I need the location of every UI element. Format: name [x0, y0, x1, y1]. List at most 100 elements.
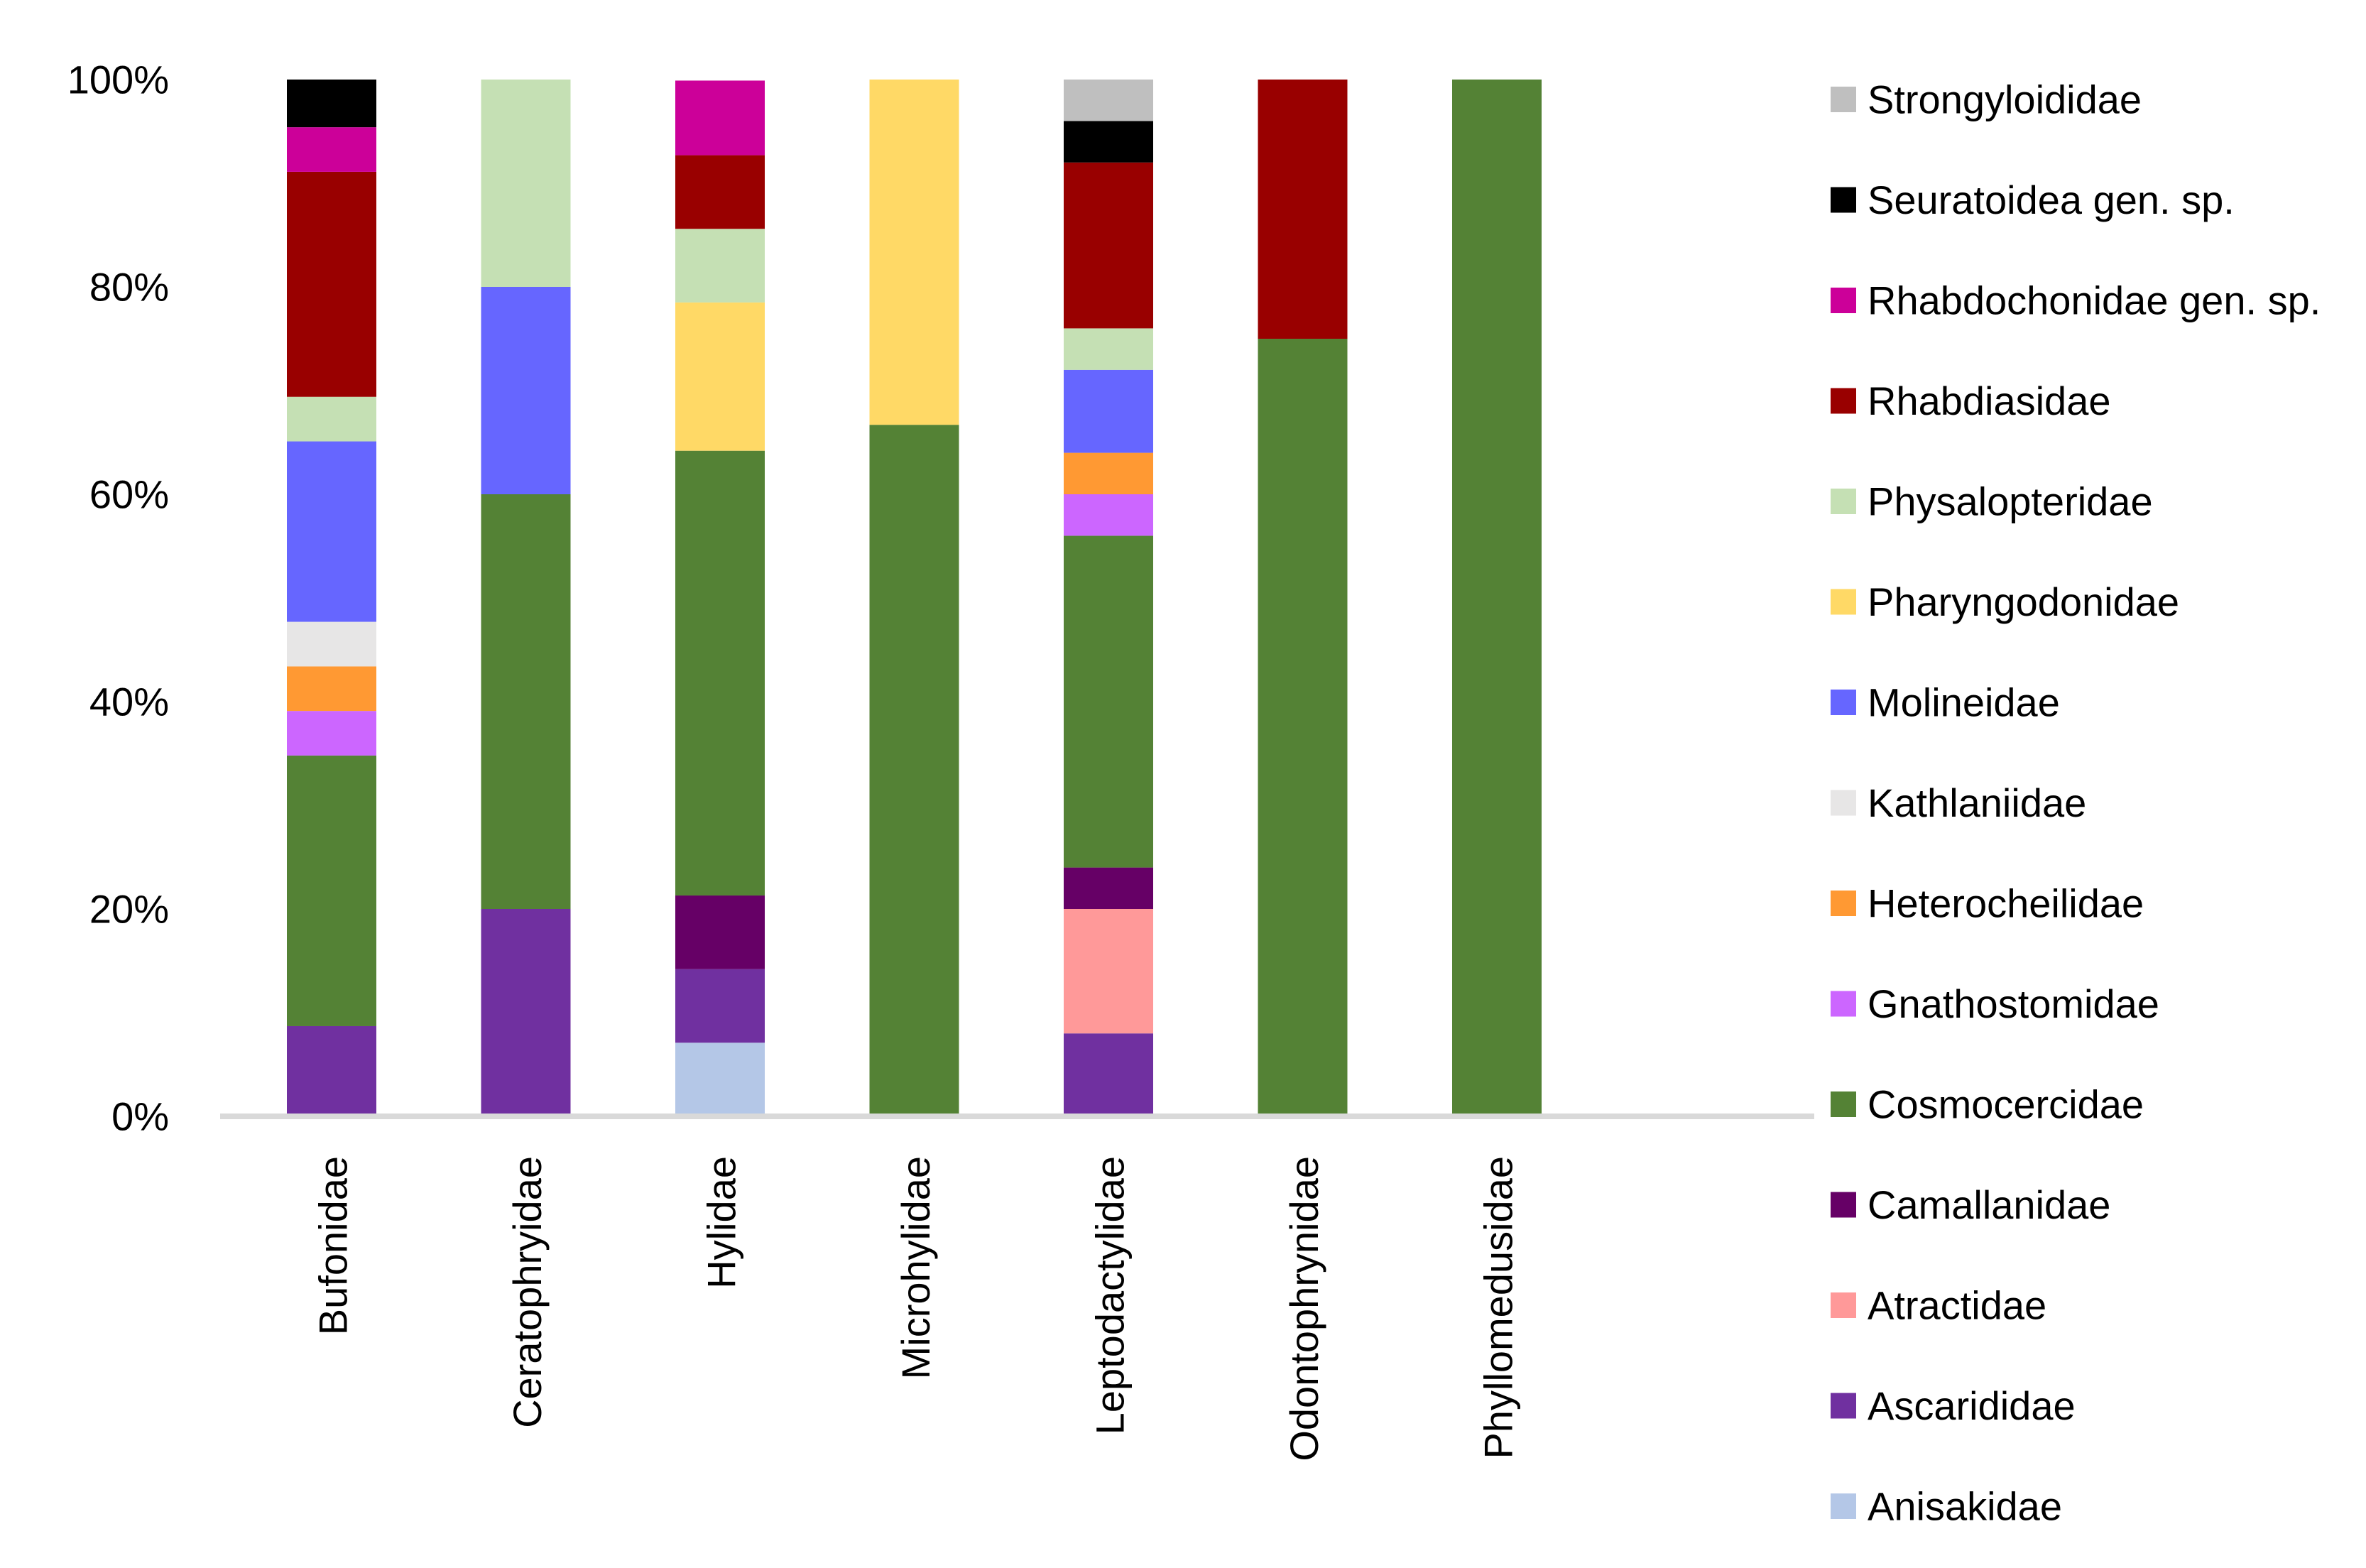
legend-label: Rhabdochonidae gen. sp.	[1868, 278, 2321, 323]
y-tick-label: 40%	[89, 680, 169, 724]
bar-segment-leptodactylidae-physalopteridae	[1064, 328, 1153, 370]
legend-item-heterocheilidae: Heterocheilidae	[1831, 881, 2144, 926]
legend-swatch	[1831, 1393, 1856, 1419]
legend-label: Cosmocercidae	[1868, 1082, 2144, 1127]
bars	[287, 80, 1542, 1116]
x-tick-label: Leptodactylidae	[1088, 1156, 1133, 1434]
bar-segment-leptodactylidae-camallanidae	[1064, 867, 1153, 909]
legend-item-pharyngodonidae: Pharyngodonidae	[1831, 579, 2179, 624]
legend-swatch	[1831, 1292, 1856, 1318]
legend-swatch	[1831, 790, 1856, 816]
y-axis-labels: 0% 20% 40% 60% 80% 100%	[67, 58, 169, 1139]
legend-swatch	[1831, 87, 1856, 112]
x-axis-labels: Bufonidae Ceratophryidae Hylidae Microhylid…	[311, 1156, 1521, 1461]
legend-label: Heterocheilidae	[1868, 881, 2144, 926]
bar-segment-hylidae-ascarididae	[675, 969, 765, 1043]
bar-segment-leptodactylidae-seuratoidea-gen-sp	[1064, 121, 1153, 163]
legend-label: Kathlaniidae	[1868, 780, 2086, 825]
bar-stack-leptodactylidae	[1064, 80, 1153, 1116]
bar-segment-odontophrynidae-rhabdiasidae	[1258, 80, 1348, 339]
y-tick-label: 80%	[89, 265, 169, 310]
legend-item-atractidae: Atractidae	[1831, 1283, 2046, 1328]
bar-stack-odontophrynidae	[1258, 80, 1348, 1116]
y-tick-label: 20%	[89, 887, 169, 932]
bar-segment-ceratophryidae-ascarididae	[481, 909, 571, 1116]
legend-swatch	[1831, 690, 1856, 715]
legend-label: Anisakidae	[1868, 1484, 2062, 1529]
bar-segment-leptodactylidae-atractidae	[1064, 909, 1153, 1034]
bar-segment-bufonidae-physalopteridae	[287, 396, 376, 442]
y-tick-label: 100%	[67, 58, 169, 102]
x-tick-label: Hylidae	[699, 1156, 744, 1289]
legend-item-cosmocercidae: Cosmocercidae	[1831, 1082, 2144, 1127]
legend-swatch	[1831, 489, 1856, 514]
bar-segment-odontophrynidae-cosmocercidae	[1258, 339, 1348, 1116]
legend-label: Strongyloididae	[1868, 77, 2142, 122]
legend-label: Atractidae	[1868, 1283, 2046, 1328]
bar-segment-ceratophryidae-physalopteridae	[481, 80, 571, 287]
bar-segment-ceratophryidae-molineidae	[481, 287, 571, 494]
legend-swatch	[1831, 1192, 1856, 1218]
bar-segment-bufonidae-ascarididae	[287, 1025, 376, 1116]
bar-segment-bufonidae-rhabdiasidae	[287, 171, 376, 397]
bar-segment-hylidae-pharyngodonidae	[675, 302, 765, 451]
y-tick-label: 60%	[89, 472, 169, 517]
bar-segment-bufonidae-kathlaniidae	[287, 621, 376, 667]
bar-segment-phyllomedusidae-cosmocercidae	[1452, 80, 1542, 1116]
bar-segment-bufonidae-rhabdochonidae-gen-sp	[287, 127, 376, 172]
legend-label: Seuratoidea gen. sp.	[1868, 178, 2235, 222]
bar-segment-ceratophryidae-cosmocercidae	[481, 494, 571, 909]
y-tick-label: 0%	[111, 1094, 169, 1139]
bar-segment-bufonidae-cosmocercidae	[287, 755, 376, 1026]
legend-label: Gnathostomidae	[1868, 981, 2159, 1026]
legend-swatch	[1831, 991, 1856, 1017]
x-tick-label: Bufonidae	[311, 1156, 356, 1335]
legend-item-rhabdochonidae-gen-sp: Rhabdochonidae gen. sp.	[1831, 278, 2321, 323]
legend: Strongyloididae Seuratoidea gen. sp. Rhabd…	[1831, 77, 2321, 1529]
bar-segment-hylidae-rhabdiasidae	[675, 155, 765, 229]
legend-label: Pharyngodonidae	[1868, 579, 2179, 624]
legend-swatch	[1831, 288, 1856, 313]
legend-swatch	[1831, 589, 1856, 615]
bar-segment-leptodactylidae-ascarididae	[1064, 1033, 1153, 1116]
bar-segment-leptodactylidae-gnathostomidae	[1064, 494, 1153, 536]
bar-segment-hylidae-rhabdochonidae-gen-sp	[675, 80, 765, 156]
legend-item-gnathostomidae: Gnathostomidae	[1831, 981, 2159, 1026]
legend-swatch	[1831, 891, 1856, 916]
bar-stack-microhylidae	[869, 80, 959, 1116]
bar-segment-bufonidae-seuratoidea-gen-sp	[287, 80, 376, 128]
legend-item-seuratoidea-gen-sp: Seuratoidea gen. sp.	[1831, 178, 2235, 222]
bar-segment-hylidae-cosmocercidae	[675, 450, 765, 896]
legend-label: Ascarididae	[1868, 1383, 2076, 1428]
bar-segment-leptodactylidae-molineidae	[1064, 369, 1153, 453]
bar-segment-leptodactylidae-cosmocercidae	[1064, 535, 1153, 868]
legend-label: Molineidae	[1868, 680, 2060, 725]
x-tick-label: Phyllomedusidae	[1476, 1156, 1521, 1459]
bar-segment-microhylidae-cosmocercidae	[869, 425, 959, 1116]
legend-item-rhabdiasidae: Rhabdiasidae	[1831, 379, 2110, 423]
bar-segment-leptodactylidae-heterocheilidae	[1064, 452, 1153, 494]
legend-item-camallanidae: Camallanidae	[1831, 1182, 2110, 1227]
legend-item-molineidae: Molineidae	[1831, 680, 2060, 725]
bar-segment-hylidae-physalopteridae	[675, 229, 765, 303]
legend-item-kathlaniidae: Kathlaniidae	[1831, 780, 2086, 825]
bar-segment-bufonidae-heterocheilidae	[287, 666, 376, 712]
bar-segment-bufonidae-gnathostomidae	[287, 711, 376, 756]
legend-item-ascarididae: Ascarididae	[1831, 1383, 2076, 1428]
x-tick-label: Odontophrynidae	[1282, 1156, 1326, 1461]
legend-item-physalopteridae: Physalopteridae	[1831, 479, 2153, 524]
bar-segment-hylidae-anisakidae	[675, 1042, 765, 1116]
legend-swatch	[1831, 1091, 1856, 1117]
bar-stack-hylidae	[675, 80, 765, 1116]
legend-label: Physalopteridae	[1868, 479, 2153, 524]
legend-item-strongyloididae: Strongyloididae	[1831, 77, 2142, 122]
legend-label: Rhabdiasidae	[1868, 379, 2110, 423]
bar-segment-microhylidae-pharyngodonidae	[869, 80, 959, 425]
legend-item-anisakidae: Anisakidae	[1831, 1484, 2062, 1529]
bar-segment-leptodactylidae-rhabdiasidae	[1064, 162, 1153, 329]
legend-swatch	[1831, 187, 1856, 213]
bar-segment-leptodactylidae-strongyloididae	[1064, 80, 1153, 121]
bar-segment-bufonidae-molineidae	[287, 441, 376, 622]
bar-segment-hylidae-camallanidae	[675, 895, 765, 969]
